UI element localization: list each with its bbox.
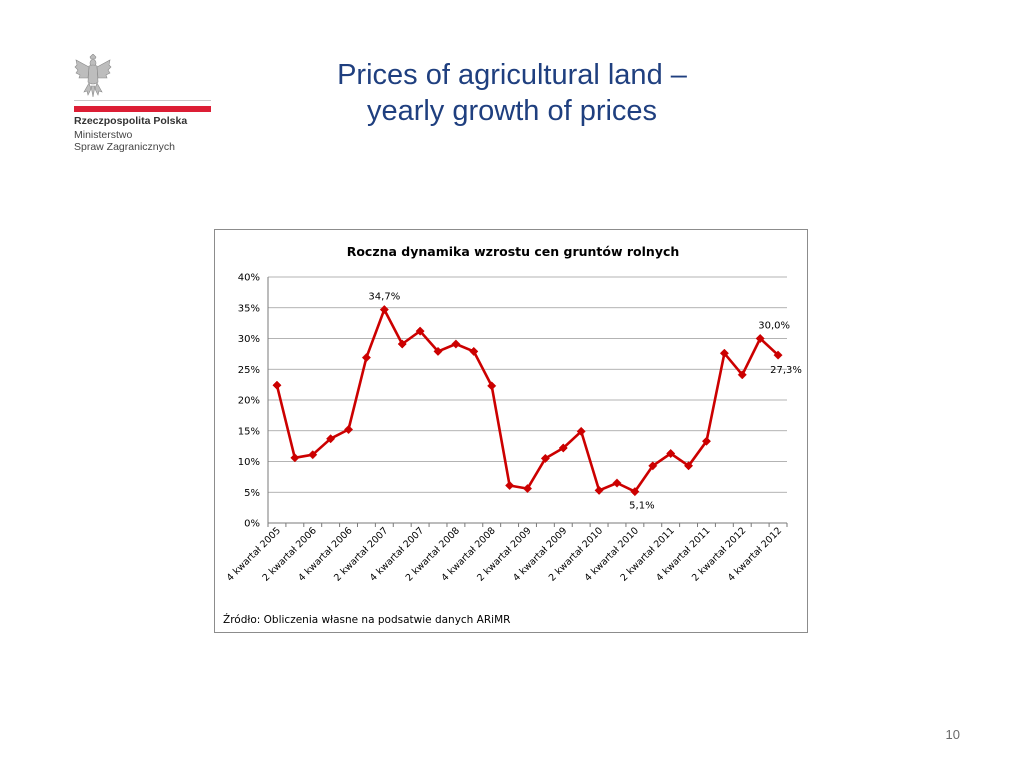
y-tick-label: 5%: [244, 488, 260, 499]
data-point: [505, 480, 515, 491]
chart-title: Roczna dynamika wzrostu cen gruntów roln…: [347, 244, 680, 259]
data-label: 34,7%: [368, 292, 400, 303]
polish-eagle-emblem-icon: [74, 54, 112, 98]
data-point: [701, 436, 712, 446]
logo-divider: [74, 100, 211, 101]
y-tick-label: 40%: [238, 273, 260, 284]
line-chart: Roczna dynamika wzrostu cen gruntów roln…: [223, 244, 802, 626]
y-tick-label: 20%: [238, 396, 260, 407]
data-point: [540, 453, 550, 463]
chart-frame: Roczna dynamika wzrostu cen gruntów roln…: [214, 229, 808, 633]
logo-line-2: Ministerstwo: [74, 129, 133, 141]
data-point: [487, 381, 497, 391]
data-label: 30,0%: [758, 321, 790, 332]
y-tick-label: 35%: [238, 303, 260, 314]
data-point: [755, 333, 765, 344]
data-point: [326, 434, 336, 444]
data-point: [522, 484, 533, 494]
data-point: [558, 443, 568, 453]
data-label: 27,3%: [770, 365, 802, 376]
data-point: [308, 450, 318, 460]
y-tick-label: 10%: [238, 457, 260, 468]
chart-source-note: Źródło: Obliczenia własne na podsatwie d…: [223, 613, 510, 626]
logo-line-1: Rzeczpospolita Polska: [74, 115, 188, 127]
data-label: 5,1%: [629, 501, 654, 512]
data-point: [397, 339, 407, 349]
y-tick-label: 25%: [238, 365, 260, 376]
series-line: [275, 308, 779, 493]
logo-red-bar: [74, 106, 211, 112]
slide-title-line-2: yearly growth of prices: [366, 95, 658, 127]
y-tick-label: 15%: [238, 426, 260, 437]
page-number: 10: [945, 727, 960, 742]
data-point: [451, 339, 461, 349]
data-point: [630, 487, 640, 497]
data-point: [773, 350, 783, 360]
data-point: [612, 478, 622, 488]
data-point: [469, 346, 479, 356]
data-point: [343, 424, 354, 435]
data-point: [415, 326, 425, 336]
data-point: [576, 426, 586, 436]
logo-line-3: Spraw Zagranicznych: [74, 141, 175, 153]
data-point: [379, 305, 389, 315]
data-point: [290, 453, 300, 463]
data-point: [666, 448, 676, 459]
data-point: [737, 370, 747, 380]
y-tick-label: 0%: [244, 519, 260, 530]
data-point: [433, 346, 443, 356]
slide-title-line-1: Prices of agricultural land –: [337, 59, 687, 91]
data-point: [594, 485, 604, 495]
data-point: [684, 461, 694, 471]
data-point: [361, 353, 371, 363]
y-tick-label: 30%: [238, 334, 260, 345]
data-point: [272, 380, 282, 390]
data-point: [719, 348, 729, 358]
slide-title: Prices of agricultural land – yearly gro…: [280, 57, 744, 129]
data-point: [648, 461, 658, 471]
